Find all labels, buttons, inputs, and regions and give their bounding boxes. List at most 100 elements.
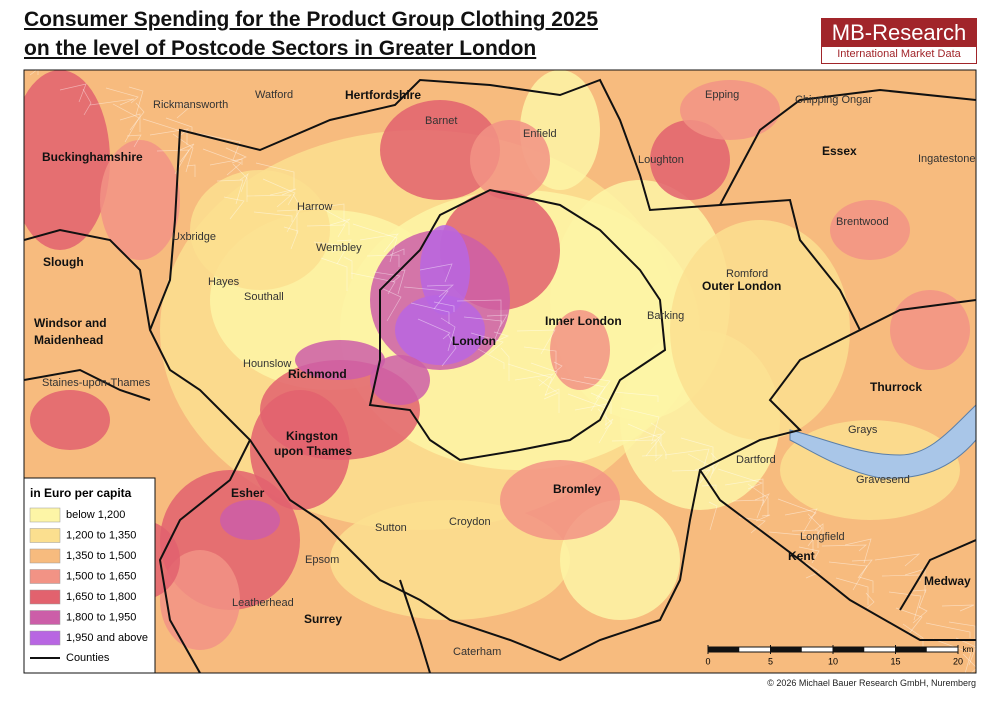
- sector-boundary: [598, 418, 614, 444]
- area: [670, 220, 850, 440]
- legend-label: 1,200 to 1,350: [66, 529, 136, 541]
- area: [190, 170, 330, 290]
- sector-boundary: [941, 604, 975, 612]
- sector-boundary: [417, 318, 451, 340]
- legend-title: in Euro per capita: [30, 486, 132, 500]
- sector-boundary: [255, 162, 295, 190]
- sector-boundary: [440, 317, 456, 352]
- place-label: Loughton: [638, 154, 684, 166]
- sector-boundary: [798, 546, 820, 564]
- sector-boundary: [925, 622, 971, 638]
- sector-boundary: [701, 484, 717, 491]
- sector-boundary: [276, 209, 298, 234]
- sector-boundary: [463, 316, 503, 340]
- sector-boundary: [329, 218, 351, 226]
- inner-london-boundary: [368, 188, 667, 462]
- logo-tagline: International Market Data: [837, 48, 961, 60]
- place-label: Inner London: [545, 314, 622, 328]
- sector-boundary: [895, 607, 923, 636]
- sector-boundary: [320, 257, 348, 291]
- sector-boundary: [322, 208, 350, 235]
- sector-boundary: [426, 284, 454, 298]
- sector-boundary: [59, 83, 87, 103]
- place-label: Epping: [705, 89, 739, 101]
- sector-boundary: [470, 332, 504, 355]
- place-label: Hertfordshire: [345, 88, 421, 102]
- sector-boundary: [814, 523, 824, 536]
- sector-boundary: [807, 513, 823, 547]
- title: Consumer Spending for the Product Group …: [24, 8, 599, 31]
- place-label: Leatherhead: [232, 597, 294, 609]
- area: [470, 120, 550, 200]
- area: [420, 225, 470, 315]
- legend-label: 1,650 to 1,800: [66, 591, 136, 603]
- sector-boundary: [553, 361, 563, 373]
- sector-boundary: [590, 392, 612, 414]
- sector-boundary: [902, 623, 924, 650]
- title: on the level of Postcode Sectors in Grea…: [24, 37, 537, 60]
- sector-boundary: [403, 286, 449, 310]
- place-label: upon Thames: [274, 444, 352, 458]
- legend-label: below 1,200: [66, 509, 125, 521]
- area: [395, 295, 485, 365]
- sector-boundary: [441, 333, 457, 367]
- area: [330, 500, 570, 620]
- place-label: Essex: [822, 144, 857, 158]
- sector-boundary: [560, 377, 606, 412]
- place-label: Romford: [726, 268, 768, 280]
- sector-boundary: [747, 483, 769, 516]
- place-label: Bromley: [553, 482, 601, 496]
- sector-boundary: [507, 363, 553, 397]
- legend-swatch: [29, 630, 61, 646]
- sector-boundary: [932, 638, 972, 673]
- sector-boundary: [911, 589, 927, 609]
- copyright: © 2026 Michael Bauer Research GmbH, Nure…: [767, 678, 976, 688]
- sector-boundary: [858, 576, 874, 593]
- area: [370, 355, 430, 405]
- logo-name: MB-Research: [822, 19, 976, 47]
- sector-boundary: [687, 453, 715, 487]
- sector-boundary: [657, 438, 667, 459]
- sector-boundary: [514, 373, 555, 387]
- sector-boundary: [343, 256, 353, 279]
- sector-boundary: [477, 348, 505, 369]
- sector-boundary: [232, 163, 248, 202]
- sector-boundary: [611, 439, 657, 458]
- legend-label: Counties: [66, 652, 110, 664]
- sector-boundary: [306, 224, 346, 238]
- sector-boundary: [142, 118, 188, 145]
- sector-boundary: [486, 314, 508, 328]
- place-label: Richmond: [288, 367, 347, 381]
- place-label: Windsor and: [34, 316, 107, 330]
- sector-boundary: [195, 132, 241, 161]
- place-label: Esher: [231, 486, 265, 500]
- sector-boundary: [724, 478, 764, 503]
- place-label: Ingatestone: [918, 153, 976, 165]
- sector-boundary: [128, 86, 144, 116]
- area: [30, 390, 110, 450]
- sector-boundary: [389, 248, 405, 256]
- county-boundary: [148, 78, 862, 662]
- legend-swatch: [29, 507, 61, 523]
- place-label: Kent: [788, 549, 815, 563]
- sector-boundary: [828, 561, 868, 591]
- sector-boundary: [641, 454, 664, 462]
- sector-boundary: [888, 591, 922, 621]
- sector-boundary: [179, 143, 195, 163]
- sector-boundary: [156, 149, 190, 175]
- area: [250, 390, 350, 510]
- sector-boundary: [851, 559, 873, 579]
- place-label: Southall: [244, 291, 284, 303]
- legend-label: 1,500 to 1,650: [66, 570, 136, 582]
- place-label: Croydon: [449, 516, 491, 528]
- sector-boundary: [313, 241, 348, 253]
- sector-boundary: [948, 621, 976, 650]
- sector-boundary: [158, 101, 192, 119]
- sector-boundary: [835, 577, 869, 605]
- sector-boundary: [755, 514, 771, 522]
- scale-label: 20: [953, 656, 963, 666]
- sector-boundary: [634, 433, 662, 446]
- sector-boundary: [738, 516, 766, 534]
- place-label: Outer London: [702, 279, 781, 293]
